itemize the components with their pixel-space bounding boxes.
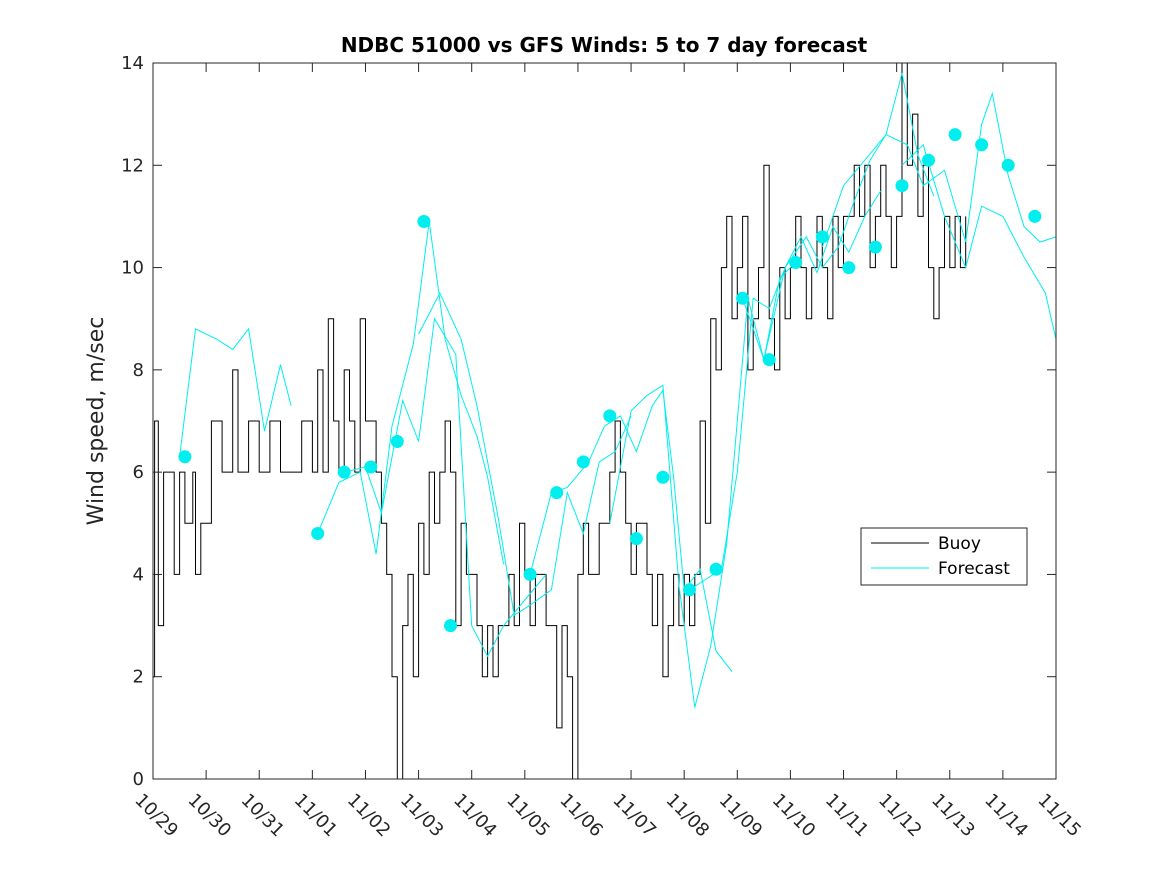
forecast-marker-26 [1001,158,1015,172]
forecast-marker-25 [975,138,989,152]
forecast-marker-17 [762,353,776,367]
y-tick-label: 4 [133,564,144,585]
forecast-series-line-1 [179,327,292,457]
legend-box [860,527,1028,586]
plot-area [153,62,1057,780]
y-axis-label: Wind speed, m/sec [84,317,109,526]
y-tick-label: 12 [121,155,144,176]
forecast-marker-5 [390,435,404,448]
forecast-marker-24 [948,128,962,142]
forecast-series-line-8 [742,73,935,362]
chart-title: NDBC 51000 vs GFS Winds: 5 to 7 day fore… [341,33,868,57]
legend: Buoy Forecast [860,527,1028,586]
forecast-series-line-4 [418,291,632,617]
forecast-marker-10 [576,455,590,469]
forecast-series-line-10 [901,143,1057,340]
forecast-marker-2 [311,527,325,540]
forecast-series-line-3 [344,317,547,658]
forecast-marker-3 [337,465,351,479]
axes-box [152,62,1057,780]
forecast-series-line-2 [317,221,505,565]
forecast-marker-27 [1028,209,1042,223]
forecast-marker-12 [629,532,643,546]
forecast-marker-11 [603,409,617,423]
forecast-marker-18 [789,256,803,269]
y-tick-label: 10 [121,258,144,279]
forecast-marker-9 [550,486,564,500]
forecast-marker-23 [922,153,935,167]
forecast-marker-21 [868,240,882,254]
forecast-marker-4 [364,460,378,474]
forecast-marker-15 [709,562,723,576]
forecast-series-line-5 [529,388,733,672]
forecast-series-line-9 [821,91,1057,248]
legend-label-forecast: Forecast [938,559,1010,579]
forecast-marker-16 [736,291,750,305]
legend-label-buoy: Buoy [938,534,981,554]
y-tick-label: 2 [133,667,144,688]
forecast-marker-20 [842,261,856,275]
forecast-marker-14 [683,583,696,597]
forecast-marker-19 [815,230,829,244]
forecast-marker-7 [444,619,457,633]
y-tick-label: 6 [133,462,144,483]
forecast-marker-8 [523,567,537,581]
forecast-marker-1 [178,450,192,464]
y-tick-label: 14 [121,53,144,74]
forecast-marker-13 [656,470,670,484]
y-tick-label: 0 [133,769,144,790]
buoy-series-line [153,62,967,780]
y-tick-label: 8 [133,360,144,381]
forecast-marker-6 [417,215,431,228]
forecast-marker-22 [895,179,909,193]
